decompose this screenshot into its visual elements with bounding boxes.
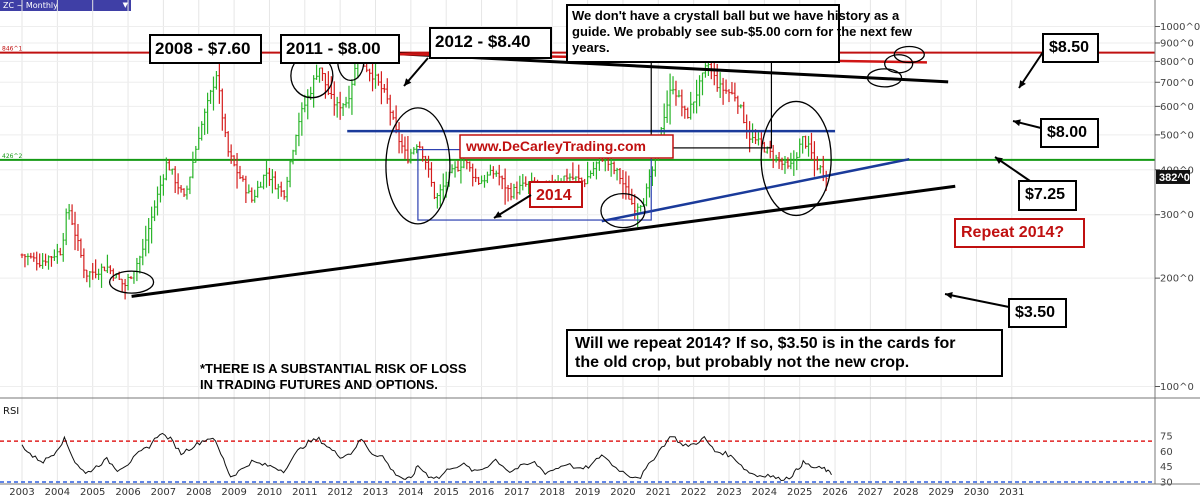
target-800-box (1040, 118, 1099, 148)
x-tick-label: 2024 (752, 487, 777, 498)
x-tick-label: 2018 (540, 487, 565, 498)
rsi-line (21, 432, 832, 482)
x-tick-label: 2020 (610, 487, 635, 498)
rsi-tick-label: 60 (1160, 447, 1173, 458)
level-label-426: 426^2 (2, 153, 22, 160)
y-tick-label: 200^0 (1160, 274, 1194, 285)
x-tick-label: 2014 (398, 487, 423, 498)
x-tick-label: 2027 (858, 487, 883, 498)
x-tick-label: 2017 (504, 487, 529, 498)
highlight-ellipse (866, 68, 903, 88)
last-price-label: 382^0 (1159, 172, 1190, 184)
x-tick-label: 2026 (822, 487, 847, 498)
y-tick-label: 600^0 (1160, 102, 1194, 113)
website-label-box (459, 134, 674, 159)
x-tick-label: 2004 (45, 487, 70, 498)
target-850-text: $8.50 (1049, 39, 1089, 56)
x-tick-label: 2019 (575, 487, 600, 498)
question-note-text: Will we repeat 2014? If so, $3.50 is in … (575, 335, 955, 352)
x-tick-label: 2015 (433, 487, 458, 498)
annotation-2014-box (529, 181, 583, 208)
x-tick-label: 2013 (363, 487, 388, 498)
arrow-350-head (945, 292, 953, 299)
x-tick-label: 2029 (928, 487, 953, 498)
x-tick-label: 2011 (292, 487, 317, 498)
arrow-850 (1018, 51, 1044, 89)
annotation-2008-high-box (149, 34, 262, 64)
blue-support-trendline (601, 157, 910, 223)
highlight-ellipse (385, 107, 451, 225)
annotation-repeat-2014-box (954, 218, 1085, 248)
x-tick-label: 2012 (327, 487, 352, 498)
annotation-2011-high-text: 2011 - $8.00 (286, 39, 381, 58)
x-tick-label: 2010 (257, 487, 282, 498)
y-tick-label: 500^0 (1160, 130, 1194, 141)
y-tick-label: 1000^0 (1160, 22, 1200, 33)
history-note-text: years. (572, 40, 610, 55)
y-tick-label: 800^0 (1160, 57, 1194, 68)
arrow-800-head (1013, 119, 1021, 127)
x-tick-label: 2007 (151, 487, 176, 498)
disclaimer-text: *THERE IS A SUBSTANTIAL RISK OF LOSS (200, 361, 467, 376)
target-350-text: $3.50 (1015, 304, 1055, 321)
history-note-text: We don't have a crystall ball but we hav… (572, 8, 900, 23)
highlight-ellipse (108, 270, 155, 294)
target-725-box (1018, 180, 1077, 211)
x-tick-label: 2030 (964, 487, 989, 498)
x-tick-label: 2005 (80, 487, 105, 498)
highlight-ellipse (893, 45, 925, 64)
highlight-ellipse (600, 192, 646, 229)
target-800-text: $8.00 (1047, 124, 1087, 141)
target-350-box (1008, 298, 1067, 328)
arrow-725-head (995, 157, 1003, 164)
x-tick-label: 2031 (999, 487, 1024, 498)
rsi-title: RSI (3, 406, 19, 417)
rsi-tick-label: 75 (1160, 432, 1173, 443)
history-note-text: guide. We probably see sub-$5.00 corn fo… (572, 24, 913, 39)
y-tick-label: 900^0 (1160, 38, 1194, 49)
x-tick-label: 2025 (787, 487, 812, 498)
highlight-ellipse (760, 100, 832, 217)
last-price-tag (1156, 169, 1190, 184)
x-tick-label: 2003 (9, 487, 34, 498)
x-tick-label: 2016 (469, 487, 494, 498)
symbol-dropdown[interactable]: ZC ~ Monthly ▼ (0, 0, 131, 11)
x-tick-label: 2006 (115, 487, 140, 498)
x-tick-label: 2021 (646, 487, 671, 498)
long-term-support-trendline (131, 184, 956, 298)
arrow-2014 (493, 194, 532, 219)
y-tick-label: 100^0 (1160, 382, 1194, 393)
highlight-ellipse (884, 54, 914, 74)
y-tick-label: 300^0 (1160, 210, 1194, 221)
target-725-text: $7.25 (1025, 186, 1065, 203)
disclaimer-text: IN TRADING FUTURES AND OPTIONS. (200, 377, 438, 392)
arrow-2012-head (404, 78, 412, 86)
arrow-2014-head (494, 211, 502, 218)
arrow-350 (944, 293, 1010, 308)
x-tick-label: 2009 (221, 487, 246, 498)
x-tick-label: 2022 (681, 487, 706, 498)
x-tick-label: 2008 (186, 487, 211, 498)
x-tick-label: 2028 (893, 487, 918, 498)
y-tick-label: 700^0 (1160, 78, 1194, 89)
website-label-text: www.DeCarleyTrading.com (465, 138, 646, 154)
annotation-repeat-2014-text: Repeat 2014? (961, 224, 1064, 241)
annotation-2011-high-box (280, 34, 400, 64)
question-note-box (566, 329, 1003, 377)
annotation-2008-high-text: 2008 - $7.60 (155, 39, 250, 58)
symbol-dropdown-label: ZC ~ Monthly (3, 1, 58, 10)
target-850-box (1042, 33, 1099, 63)
annotation-2012-high-text: 2012 - $8.40 (435, 32, 530, 51)
chevron-down-icon: ▼ (122, 1, 128, 9)
history-note-box (566, 4, 840, 63)
annotation-2012-high-box (429, 27, 552, 59)
arrow-850-head (1019, 80, 1026, 88)
rsi-tick-label: 45 (1160, 462, 1173, 473)
rsi-tick-label: 30 (1160, 478, 1173, 489)
annotation-2014-text: 2014 (536, 187, 572, 204)
question-note-text: the old crop, but probably not the new c… (575, 354, 909, 371)
x-tick-label: 2023 (716, 487, 741, 498)
level-label-846: 846^1 (2, 46, 22, 53)
